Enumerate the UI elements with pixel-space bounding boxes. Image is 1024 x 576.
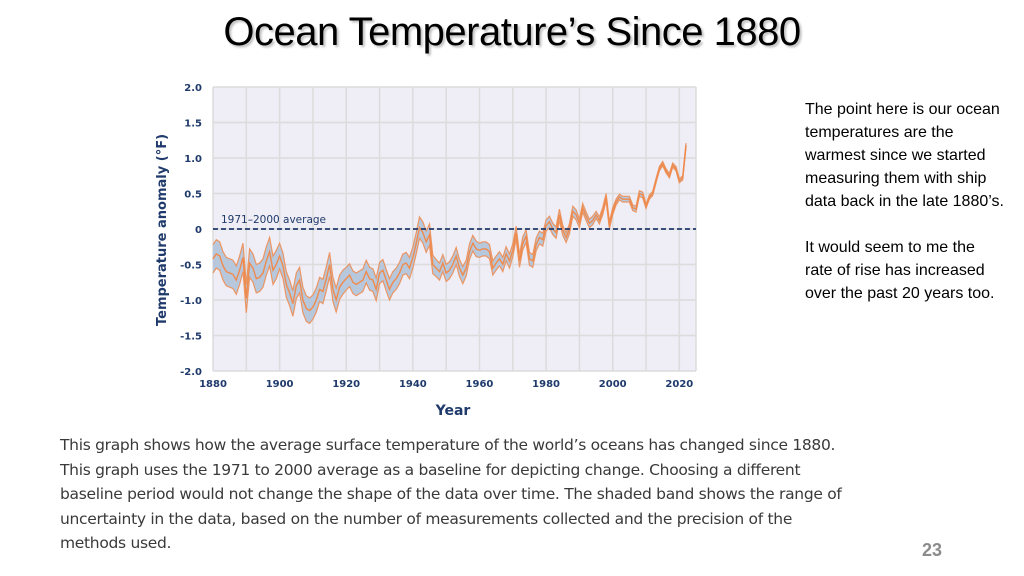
x-tick-label: 1900 xyxy=(266,379,294,390)
y-tick-label: 0.5 xyxy=(184,190,202,201)
chart: Temperature anomaly (°F) Year 2.0 1.5 1.0 0… xyxy=(148,76,708,426)
y-tick-label: 1.0 xyxy=(184,154,202,165)
y-axis-label-group: Temperature anomaly (°F) xyxy=(155,134,170,326)
side-notes: The point here is our ocean temperatures… xyxy=(805,98,1005,328)
x-tick-label: 1980 xyxy=(532,379,560,390)
x-tick-label: 1880 xyxy=(199,379,227,390)
y-tick-label: 0 xyxy=(195,225,202,236)
x-tick-label: 2000 xyxy=(599,379,627,390)
page-number: 23 xyxy=(922,540,943,560)
x-tick-label: 2020 xyxy=(665,379,693,390)
y-tick-label: -2.0 xyxy=(180,367,202,378)
chart-caption: This graph shows how the average surface… xyxy=(60,436,842,552)
anomaly-line xyxy=(212,145,687,312)
x-tick-label: 1960 xyxy=(466,379,494,390)
y-tick-label: 1.5 xyxy=(184,119,202,130)
y-axis-label: Temperature anomaly (°F) xyxy=(155,134,170,326)
y-tick-label: 2.0 xyxy=(184,83,202,94)
y-tick-label: -0.5 xyxy=(180,261,202,272)
side-note-2: It would seem to me the rate of rise has… xyxy=(805,239,995,302)
slide-title: Ocean Temperature’s Since 1880 xyxy=(223,10,801,54)
x-axis-label: Year xyxy=(435,403,471,419)
y-tick-label: -1.0 xyxy=(180,296,202,307)
x-tick-label: 1920 xyxy=(332,379,360,390)
chart-svg: Temperature anomaly (°F) Year 2.0 1.5 1.0 0… xyxy=(155,83,697,419)
side-note-1: The point here is our ocean temperatures… xyxy=(805,101,1004,210)
x-tick-label: 1940 xyxy=(399,379,427,390)
y-tick-label: -1.5 xyxy=(180,332,202,343)
baseline-label: 1971–2000 average xyxy=(221,214,326,226)
